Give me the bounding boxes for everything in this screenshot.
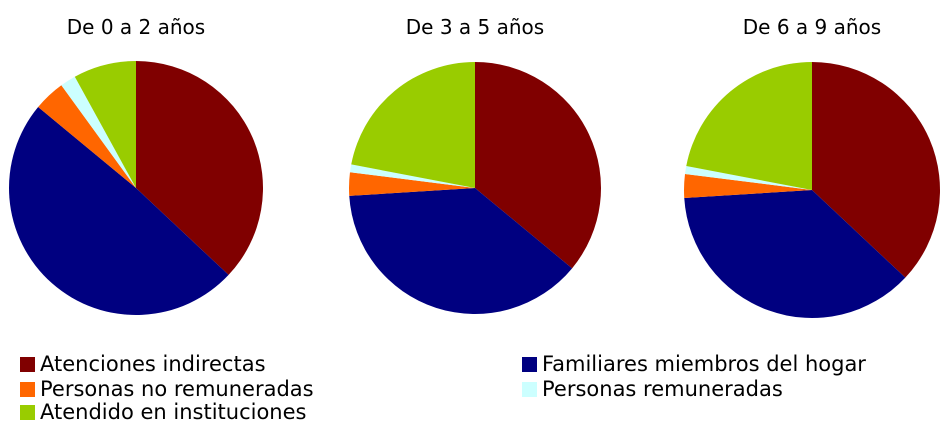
legend-label: Familiares miembros del hogar: [542, 352, 866, 376]
legend-label: Atendido en instituciones: [40, 400, 306, 424]
pie-slice: [9, 107, 229, 315]
pie-slice: [349, 164, 475, 188]
legend-label: Personas no remuneradas: [40, 377, 314, 401]
pie-slice: [136, 61, 263, 275]
pie-slice: [812, 62, 941, 278]
pie-slice: [351, 62, 475, 188]
pie-title: De 0 a 2 años: [67, 15, 205, 39]
legend-swatch: [20, 357, 35, 372]
pie-slice: [61, 76, 136, 188]
pie-title: De 3 a 5 años: [406, 15, 544, 39]
legend-swatch: [20, 382, 35, 397]
pie-slice: [684, 190, 906, 319]
legend-swatch: [20, 405, 35, 420]
pie-slice: [74, 61, 136, 188]
pie-title: De 6 a 9 años: [743, 15, 881, 39]
pie-slice: [685, 166, 812, 190]
legend-label: Atenciones indirectas: [40, 352, 266, 376]
pie-slice: [684, 173, 812, 199]
pie-slice: [349, 188, 573, 315]
legend-swatch: [522, 382, 537, 397]
pie-slice: [686, 62, 812, 190]
legend-swatch: [522, 357, 537, 372]
pie-slice: [475, 62, 602, 269]
pie-slice: [349, 172, 475, 196]
legend-label: Personas remuneradas: [542, 377, 783, 401]
pie-slice: [38, 85, 136, 188]
